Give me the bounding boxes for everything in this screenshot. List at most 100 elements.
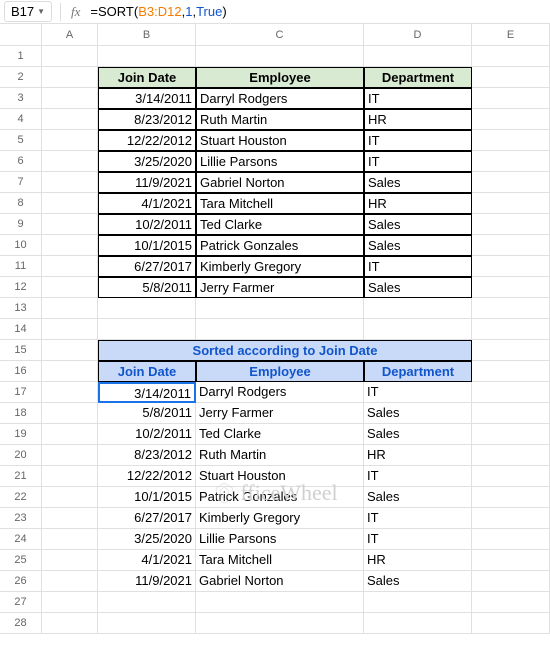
chevron-down-icon[interactable]: ▼ [37,7,45,16]
row-header-16[interactable]: 16 [0,361,42,382]
cell-C22[interactable]: Patrick Gonzales [196,487,364,508]
cell-D5[interactable]: IT [364,130,472,151]
cell-A14[interactable] [42,319,98,340]
cell-E21[interactable] [472,466,550,487]
row-header-13[interactable]: 13 [0,298,42,319]
cell-A12[interactable] [42,277,98,298]
row-header-14[interactable]: 14 [0,319,42,340]
cell-D7[interactable]: Sales [364,172,472,193]
row-header-7[interactable]: 7 [0,172,42,193]
cell-C9[interactable]: Ted Clarke [196,214,364,235]
cell-E4[interactable] [472,109,550,130]
row-header-27[interactable]: 27 [0,592,42,613]
cell-D24[interactable]: IT [364,529,472,550]
cell-D9[interactable]: Sales [364,214,472,235]
cell-E6[interactable] [472,151,550,172]
cell-A9[interactable] [42,214,98,235]
cell-D6[interactable]: IT [364,151,472,172]
formula-bar[interactable]: =SORT(B3:D12,1,True) [86,2,550,21]
cell-B7[interactable]: 11/9/2021 [98,172,196,193]
cell-E2[interactable] [472,67,550,88]
cell-E7[interactable] [472,172,550,193]
cell-B2[interactable]: Join Date [98,67,196,88]
cell-A22[interactable] [42,487,98,508]
row-header-19[interactable]: 19 [0,424,42,445]
cell-B24[interactable]: 3/25/2020 [98,529,196,550]
cell-A13[interactable] [42,298,98,319]
cell-E27[interactable] [472,592,550,613]
cell-A15[interactable] [42,340,98,361]
cell-A23[interactable] [42,508,98,529]
col-header-B[interactable]: B [98,24,196,45]
cell-C17[interactable]: Darryl Rodgers [196,382,364,403]
cell-D2[interactable]: Department [364,67,472,88]
cell-A21[interactable] [42,466,98,487]
cell-B17[interactable]: 3/14/2011 [98,382,196,403]
cell-B26[interactable]: 11/9/2021 [98,571,196,592]
cell-B22[interactable]: 10/1/2015 [98,487,196,508]
cell-C13[interactable] [196,298,364,319]
cell-B1[interactable] [98,46,196,67]
cell-B28[interactable] [98,613,196,634]
cell-B13[interactable] [98,298,196,319]
cell-C18[interactable]: Jerry Farmer [196,403,364,424]
cell-E14[interactable] [472,319,550,340]
cell-B20[interactable]: 8/23/2012 [98,445,196,466]
cell-C6[interactable]: Lillie Parsons [196,151,364,172]
cell-C7[interactable]: Gabriel Norton [196,172,364,193]
cell-E25[interactable] [472,550,550,571]
cell-C26[interactable]: Gabriel Norton [196,571,364,592]
cell-B16[interactable]: Join Date [98,361,196,382]
col-header-D[interactable]: D [364,24,472,45]
cell-C8[interactable]: Tara Mitchell [196,193,364,214]
row-header-5[interactable]: 5 [0,130,42,151]
sorted-title-cell[interactable]: Sorted according to Join Date [98,340,472,361]
row-header-23[interactable]: 23 [0,508,42,529]
cell-D13[interactable] [364,298,472,319]
cell-C19[interactable]: Ted Clarke [196,424,364,445]
cell-D16[interactable]: Department [364,361,472,382]
cell-B8[interactable]: 4/1/2021 [98,193,196,214]
cell-A11[interactable] [42,256,98,277]
cell-A27[interactable] [42,592,98,613]
cell-D21[interactable]: IT [364,466,472,487]
cell-C12[interactable]: Jerry Farmer [196,277,364,298]
row-header-4[interactable]: 4 [0,109,42,130]
cell-D12[interactable]: Sales [364,277,472,298]
cell-E11[interactable] [472,256,550,277]
cell-C4[interactable]: Ruth Martin [196,109,364,130]
cell-E17[interactable] [472,382,550,403]
row-header-25[interactable]: 25 [0,550,42,571]
cell-A7[interactable] [42,172,98,193]
cell-A1[interactable] [42,46,98,67]
cell-A17[interactable] [42,382,98,403]
cell-B27[interactable] [98,592,196,613]
cell-A3[interactable] [42,88,98,109]
cell-B10[interactable]: 10/1/2015 [98,235,196,256]
cell-D26[interactable]: Sales [364,571,472,592]
cell-A18[interactable] [42,403,98,424]
row-header-11[interactable]: 11 [0,256,42,277]
row-header-9[interactable]: 9 [0,214,42,235]
row-header-10[interactable]: 10 [0,235,42,256]
cell-A16[interactable] [42,361,98,382]
cell-E10[interactable] [472,235,550,256]
cell-C14[interactable] [196,319,364,340]
cell-E20[interactable] [472,445,550,466]
cell-E9[interactable] [472,214,550,235]
cell-C24[interactable]: Lillie Parsons [196,529,364,550]
row-header-24[interactable]: 24 [0,529,42,550]
col-header-A[interactable]: A [42,24,98,45]
cell-E19[interactable] [472,424,550,445]
row-header-15[interactable]: 15 [0,340,42,361]
cell-A8[interactable] [42,193,98,214]
cell-D10[interactable]: Sales [364,235,472,256]
cell-A26[interactable] [42,571,98,592]
row-header-2[interactable]: 2 [0,67,42,88]
name-box[interactable]: B17 ▼ [4,1,52,22]
row-header-20[interactable]: 20 [0,445,42,466]
cell-B6[interactable]: 3/25/2020 [98,151,196,172]
cell-E13[interactable] [472,298,550,319]
cell-E26[interactable] [472,571,550,592]
row-header-17[interactable]: 17 [0,382,42,403]
